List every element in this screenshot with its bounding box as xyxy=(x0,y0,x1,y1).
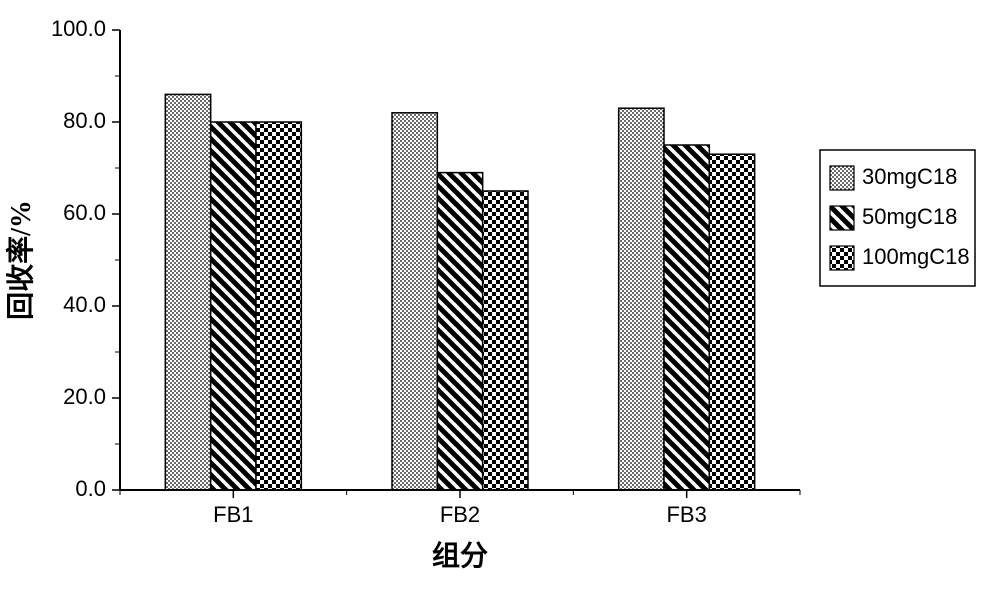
bar-FB2-100mgC18 xyxy=(483,191,528,490)
legend-label-50mgC18: 50mgC18 xyxy=(862,204,957,229)
bar-chart: 0.0 20.0 40.0 60.0 80.0 100.0 FB1 FB2 FB3 回收率/% 组分… xyxy=(0,0,1000,613)
y-axis-label: 回收率/% xyxy=(4,200,37,320)
y-tick-label: 20.0 xyxy=(63,384,106,409)
y-tick-label: 100.0 xyxy=(51,16,106,41)
y-tick-label: 80.0 xyxy=(63,108,106,133)
bar-FB3-30mgC18 xyxy=(619,108,664,490)
bar-FB2-50mgC18 xyxy=(437,173,482,490)
bar-FB3-50mgC18 xyxy=(664,145,709,490)
legend-label-100mgC18: 100mgC18 xyxy=(862,244,970,269)
y-tick-label: 60.0 xyxy=(63,200,106,225)
bar-FB3-100mgC18 xyxy=(709,154,754,490)
x-tick-label: FB2 xyxy=(440,502,480,527)
bar-FB2-30mgC18 xyxy=(392,113,437,490)
x-tick-label: FB3 xyxy=(666,502,706,527)
legend-swatch-30mgC18 xyxy=(830,166,854,190)
bar-FB1-30mgC18 xyxy=(165,94,210,490)
legend-swatch-100mgC18 xyxy=(830,246,854,270)
y-tick-label: 40.0 xyxy=(63,292,106,317)
x-axis-label: 组分 xyxy=(432,540,488,572)
bar-FB1-50mgC18 xyxy=(211,122,256,490)
bar-FB1-100mgC18 xyxy=(256,122,301,490)
legend-swatch-50mgC18 xyxy=(830,206,854,230)
y-tick-label: 0.0 xyxy=(75,476,106,501)
x-tick-label: FB1 xyxy=(213,502,253,527)
legend-label-30mgC18: 30mgC18 xyxy=(862,164,957,189)
